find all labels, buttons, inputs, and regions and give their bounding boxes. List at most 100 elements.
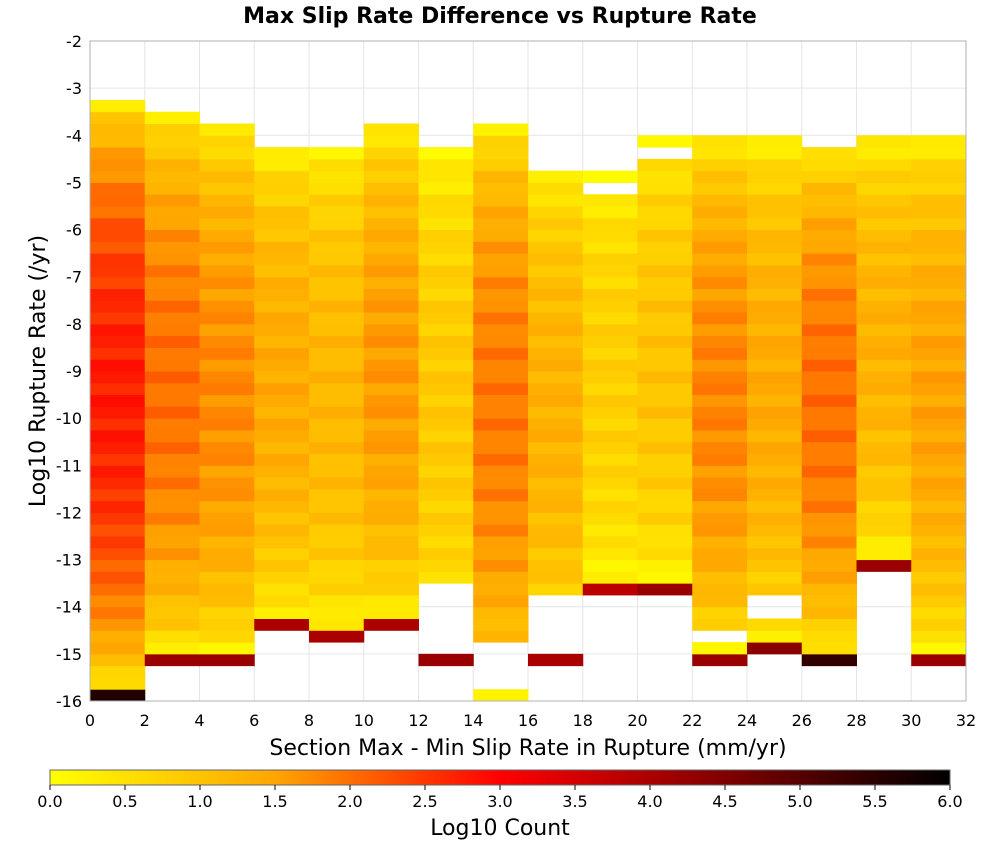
heatmap-cell [144,359,200,372]
heatmap-cell [637,524,693,537]
heatmap-cell [747,465,803,478]
colorbar-tick-label: 5.0 [787,792,812,811]
heatmap-cell [692,653,748,667]
x-tick-label: 14 [463,711,483,730]
heatmap-cell [801,206,857,219]
heatmap-cell [254,371,310,384]
heatmap-cell [199,359,255,372]
heatmap-cell [747,147,803,160]
heatmap-cell [199,559,255,572]
y-tick-label: -4 [66,126,82,145]
heatmap-cell [801,158,857,172]
heatmap-cell [363,312,419,325]
heatmap-cell [254,276,310,289]
heatmap-cell [528,347,584,360]
heatmap-cell [418,229,474,242]
heatmap-cell [144,606,200,619]
heatmap-cell [363,135,419,148]
heatmap-cell [144,158,200,172]
heatmap-cell [199,500,255,513]
heatmap-cell [309,241,365,254]
heatmap-cell [911,300,967,313]
heatmap-cell [856,135,912,148]
heatmap-cell [363,571,419,584]
heatmap-cell [473,512,529,525]
heatmap-cell [418,524,474,537]
heatmap-cell [747,335,803,348]
heatmap-cell [911,536,967,549]
heatmap-cell [637,229,693,242]
heatmap-cell [582,477,638,490]
heatmap-cell [528,524,584,537]
heatmap-cell [199,536,255,549]
heatmap-cell [90,371,146,384]
heatmap-cell [309,500,365,513]
heatmap-cell [309,194,365,207]
heatmap-cell [90,477,146,490]
heatmap-cell [911,312,967,325]
heatmap-cell [747,217,803,231]
heatmap-cell [692,606,748,619]
colorbar-tick-label: 0.5 [112,792,137,811]
heatmap-cell [418,547,474,561]
heatmap-cell [528,547,584,561]
heatmap-cell [856,465,912,478]
heatmap-cell [856,170,912,183]
heatmap-cell [473,630,529,643]
heatmap-cell [801,583,857,596]
heatmap-cell [309,594,365,608]
heatmap-cell [911,170,967,183]
heatmap-cell [144,382,200,396]
heatmap-cell [528,465,584,478]
heatmap-cell [582,429,638,443]
heatmap-cell [199,170,255,183]
heatmap-cell [528,335,584,348]
heatmap-cell [637,359,693,372]
heatmap-cell [90,394,146,407]
heatmap-cell [254,312,310,325]
heatmap-cell [254,418,310,431]
heatmap-cell [911,547,967,561]
heatmap-cell [363,453,419,466]
heatmap-cell [363,429,419,443]
heatmap-cell [801,347,857,360]
heatmap-cell [90,689,146,702]
heatmap-cell [801,477,857,490]
heatmap-cell [637,536,693,549]
heatmap-cell [144,618,200,631]
heatmap-cell [692,465,748,478]
heatmap-cell [363,559,419,572]
y-tick-label: -14 [56,598,82,617]
heatmap-cell [911,217,967,231]
heatmap-cell [856,312,912,325]
heatmap-cell [90,217,146,231]
heatmap-cell [254,394,310,407]
heatmap-cell [199,323,255,337]
x-axis-ticks: 0 2 4 6 8 10 12 14 16 18 20 22 24 26 28 30 32 [85,711,976,730]
heatmap-cell [692,429,748,443]
heatmap-cell [473,418,529,431]
heatmap-cell [254,182,310,195]
heatmap-cell [801,229,857,242]
heatmap-cell [747,276,803,289]
heatmap-cell [692,618,748,631]
heatmap-cell [473,606,529,619]
heatmap-cell [528,323,584,337]
heatmap-cell [309,371,365,384]
heatmap-cell [418,323,474,337]
x-tick-label: 2 [140,711,150,730]
heatmap-cell [144,194,200,207]
heatmap-cell [473,524,529,537]
heatmap-cell [801,253,857,266]
y-tick-label: -3 [66,79,82,98]
heatmap-cell [911,453,967,466]
x-axis-label: Section Max - Min Slip Rate in Rupture (… [269,736,786,761]
heatmap-cell [418,170,474,183]
heatmap-cell [747,618,803,631]
heatmap-cell [692,406,748,419]
heatmap-cell [856,536,912,549]
heatmap-cell [418,182,474,195]
heatmap-cell [473,206,529,219]
heatmap-cell [911,276,967,289]
heatmap-cell [528,300,584,313]
